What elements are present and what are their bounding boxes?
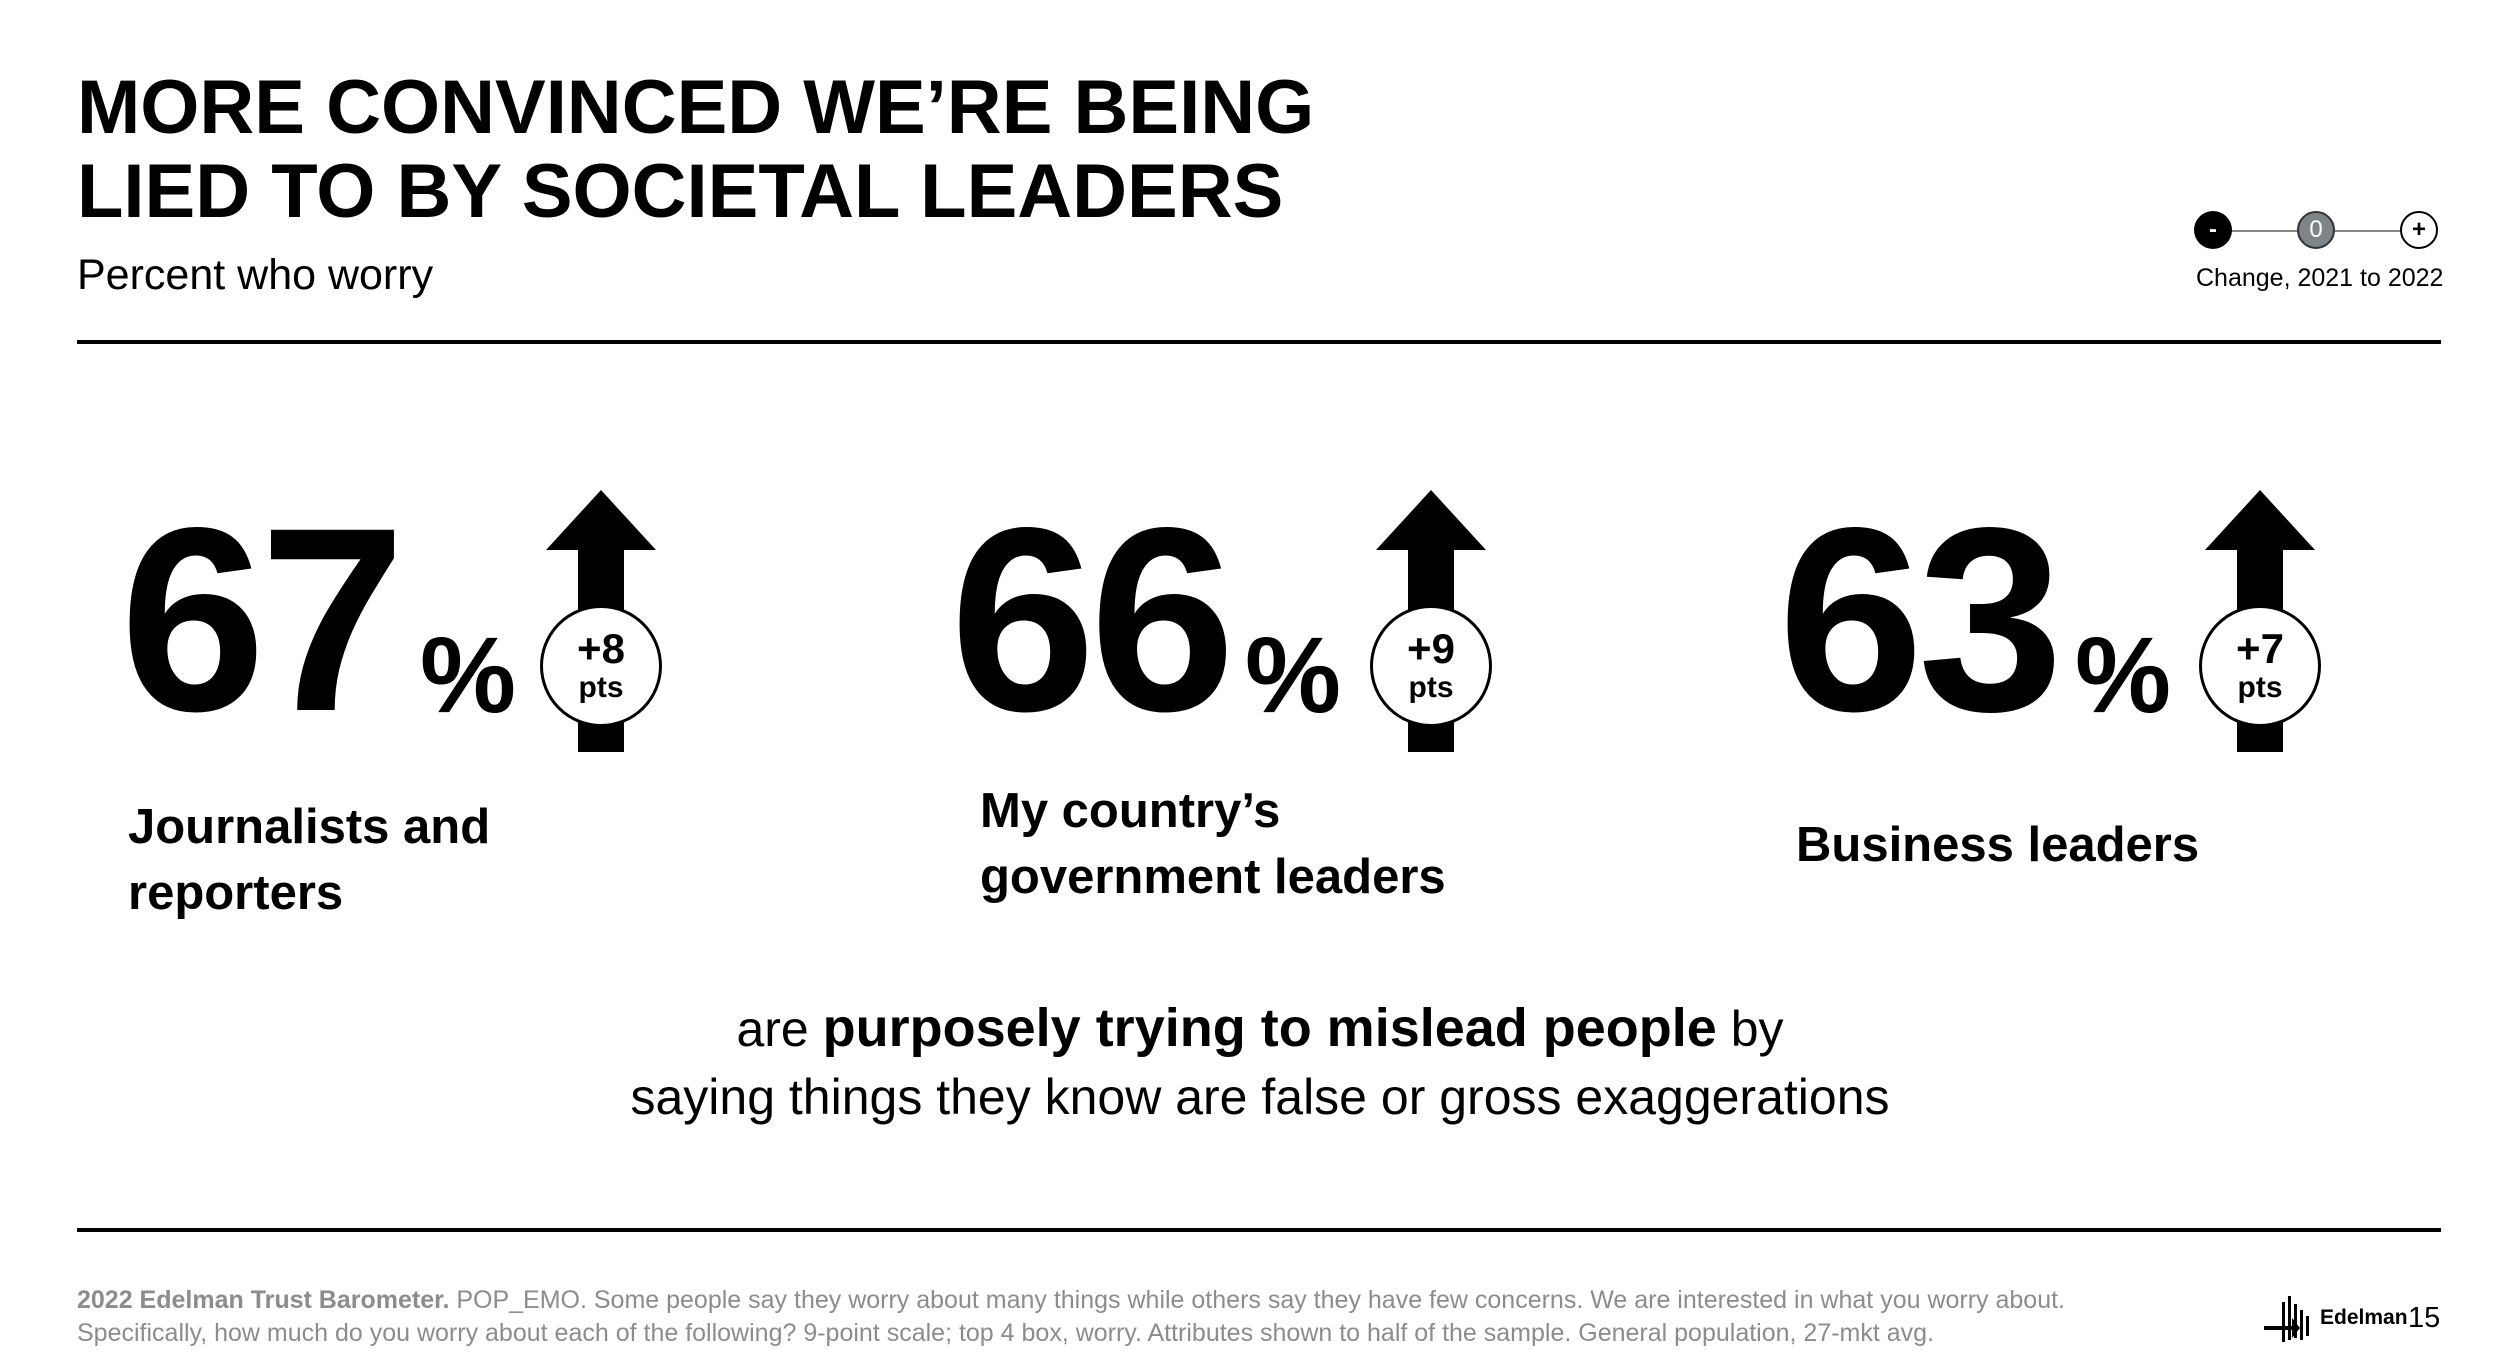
stat-label-line-1: Business leaders xyxy=(1796,818,2200,872)
footnote-line-1: 2022 Edelman Trust Barometer. POP_EMO. S… xyxy=(77,1284,2077,1317)
change-legend: - 0 + Change, 2021 to 2022 xyxy=(2194,210,2444,300)
stat-label-line-1: Journalists and xyxy=(128,800,491,854)
change-badge: +9 pts xyxy=(1370,605,1492,727)
stat-journalists: 67 % +8 pts Journalists and reporters xyxy=(120,470,880,930)
stat-percent-sign: % xyxy=(2075,614,2172,735)
footnote: 2022 Edelman Trust Barometer. POP_EMO. S… xyxy=(77,1284,2077,1350)
change-value: +8 xyxy=(577,625,625,672)
statement: are purposely trying to mislead people b… xyxy=(450,994,2070,1131)
stat-value: 63 xyxy=(1778,473,2063,766)
stat-government-leaders: 66 % +9 pts My country’s government lead… xyxy=(950,470,1710,930)
page-title-line-1: MORE CONVINCED WE’RE BEING xyxy=(77,65,1315,150)
statement-line-2: saying things they know are false or gro… xyxy=(630,1069,1890,1125)
edelman-logo-icon xyxy=(2264,1296,2309,1342)
page-subtitle: Percent who worry xyxy=(77,251,434,299)
change-unit: pts xyxy=(1408,671,1454,704)
stat-value: 67 xyxy=(120,473,405,766)
footnote-line-2: Specifically, how much do you worry abou… xyxy=(77,1319,1935,1347)
brand-name: Edelman xyxy=(2320,1306,2408,1329)
stat-label-line-2: reporters xyxy=(128,866,344,920)
top-divider xyxy=(77,340,2441,344)
legend-plus-dot: + xyxy=(2400,211,2438,249)
footnote-text-1: POP_EMO. Some people say they worry abou… xyxy=(449,1286,2066,1314)
statement-line-1: are purposely trying to mislead people b… xyxy=(450,994,2070,1063)
stat-percent-sign: % xyxy=(1245,614,1342,735)
stat-value: 66 xyxy=(950,473,1235,766)
change-value: +7 xyxy=(2236,625,2284,672)
change-value: +9 xyxy=(1407,625,1455,672)
stat-business-leaders: 63 % +7 pts Business leaders xyxy=(1778,470,2510,930)
page-number: 15 xyxy=(2408,1302,2441,1334)
stat-percent-sign: % xyxy=(420,614,517,735)
statement-emphasis: purposely trying to mislead people xyxy=(822,998,1717,1058)
stat-label: My country’s government leaders xyxy=(980,778,1580,910)
stat-label-line-2: government leaders xyxy=(980,850,1446,904)
change-badge: +7 pts xyxy=(2199,605,2321,727)
statement-prefix: are xyxy=(736,1001,823,1057)
page-title-line-2: LIED TO BY SOCIETAL LEADERS xyxy=(77,149,1284,234)
legend-zero-dot: 0 xyxy=(2297,211,2335,249)
page-title: MORE CONVINCED WE’RE BEING LIED TO BY SO… xyxy=(77,66,1577,234)
stat-label: Business leaders xyxy=(1796,812,2396,878)
footnote-source: 2022 Edelman Trust Barometer. xyxy=(77,1286,450,1314)
change-unit: pts xyxy=(2237,671,2283,704)
statement-suffix: by xyxy=(1716,1001,1784,1057)
stat-label-line-1: My country’s xyxy=(980,784,1281,838)
change-badge: +8 pts xyxy=(540,605,662,727)
legend-caption: Change, 2021 to 2022 xyxy=(2196,264,2444,292)
stat-label: Journalists and reporters xyxy=(128,794,728,926)
change-unit: pts xyxy=(578,671,624,704)
bottom-divider xyxy=(77,1228,2441,1232)
legend-minus-dot: - xyxy=(2194,211,2232,249)
